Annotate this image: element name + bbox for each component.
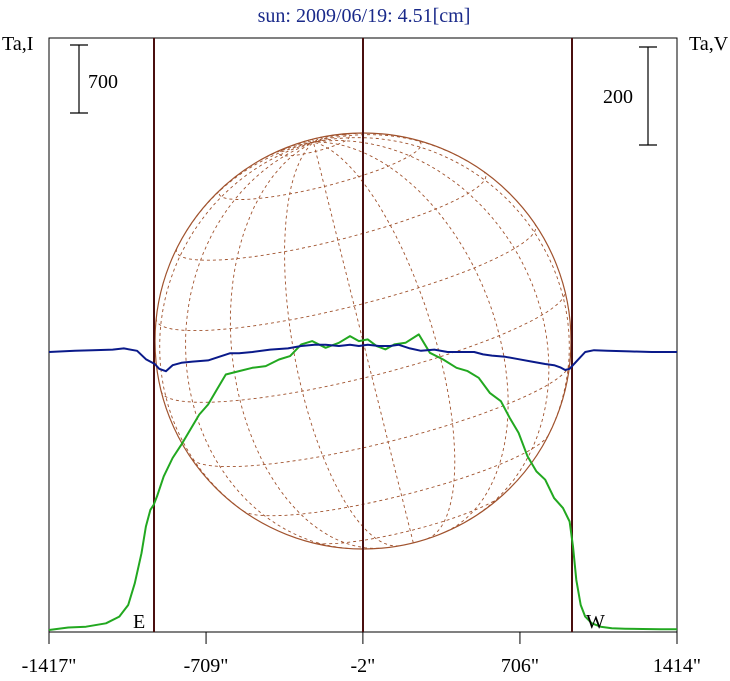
- left-scale-bar: [70, 44, 88, 114]
- disk-grid-line: [185, 141, 349, 549]
- polarization-series-line: [48, 343, 677, 373]
- disk-grid-line: [286, 141, 314, 149]
- x-tick-label: -709": [184, 655, 229, 677]
- east-label: E: [133, 611, 145, 633]
- disk-grid-line: [159, 141, 314, 516]
- disk-grid-line: [229, 141, 379, 549]
- disk-grid-line: [155, 223, 537, 332]
- disk-grid-line: [313, 137, 570, 442]
- right-scale-bar: [639, 46, 657, 146]
- x-tick-label: 706": [501, 655, 539, 677]
- disk-grid-line: [313, 141, 456, 540]
- x-tick-label: -1417": [22, 655, 77, 677]
- disk-grid-line: [313, 141, 509, 532]
- disk-grid-line: [312, 142, 414, 543]
- left-scale-bar-label: 700: [88, 71, 118, 93]
- x-tick-label: 1414": [653, 655, 701, 677]
- disk-grid-line: [313, 140, 550, 518]
- disk-grid-line: [284, 141, 399, 547]
- disk-grid-line: [175, 171, 487, 261]
- disk-grid-line: [313, 133, 341, 143]
- disk-grid-line: [260, 141, 314, 161]
- intensity-series-line: [48, 333, 677, 631]
- left-axis-label: Ta,I: [2, 33, 33, 55]
- disk-grid-line: [191, 365, 570, 468]
- right-scale-bar-label: 200: [603, 86, 633, 108]
- disk-grid-line: [242, 434, 549, 517]
- west-label: W: [586, 611, 605, 633]
- x-tick-label: -2": [350, 655, 375, 677]
- right-axis-label: Ta,V: [689, 33, 729, 55]
- solar-disk-grid: [154, 132, 572, 550]
- chart-title: sun: 2009/06/19: 4.51[cm]: [258, 5, 471, 27]
